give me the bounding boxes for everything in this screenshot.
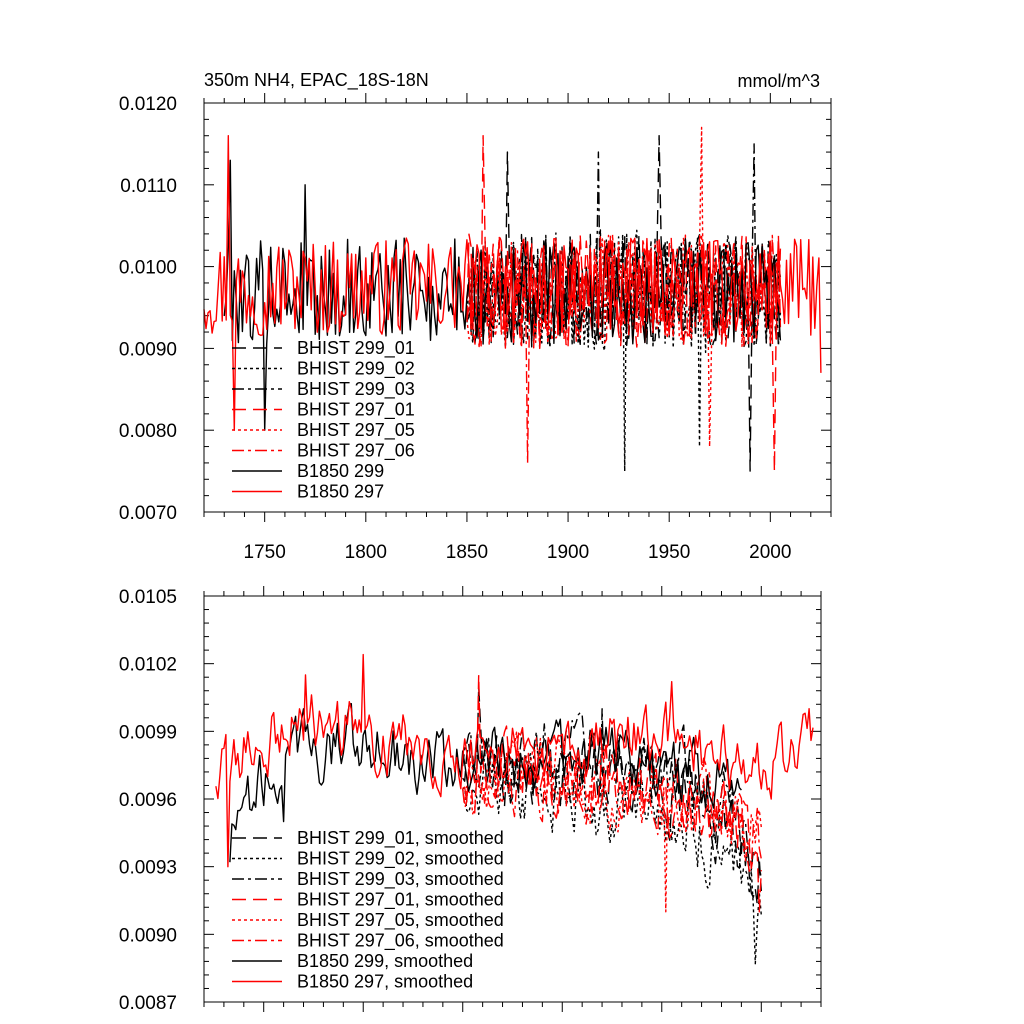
y-tick-label: 0.0070	[119, 503, 177, 524]
top-panel-frame	[203, 102, 832, 513]
y-tick-label: 0.0120	[119, 94, 177, 115]
y-tick-label: 0.0093	[119, 858, 177, 879]
legend-label: BHIST 297_06	[297, 441, 415, 462]
top-panel-series	[203, 126, 822, 472]
bottom-panel-ticks: 0.0087 0.0090 0.0093 0.0096 0.0099 0.0102 0.01…	[119, 586, 822, 1014]
legend-label: BHIST 299_01	[297, 338, 415, 359]
series-line-7	[223, 159, 782, 431]
legend-label: BHIST 297_06, smoothed	[297, 931, 504, 952]
legend-label: B1850 299, smoothed	[297, 951, 473, 971]
legend-label: B1850 297	[297, 482, 384, 502]
y-tick-label: 0.0100	[119, 258, 177, 279]
legend-label: B1850 299	[297, 461, 384, 481]
y-tick-label: 0.0090	[119, 925, 177, 946]
bottom-panel: 0.0087 0.0090 0.0093 0.0096 0.0099 0.0102 0.01…	[119, 586, 822, 1014]
legend-label: BHIST 299_03	[297, 379, 415, 400]
series-line-2	[462, 737, 762, 965]
legend-label: BHIST 299_01, smoothed	[297, 828, 504, 849]
bottom-panel-frame	[203, 595, 822, 1003]
y-tick-label: 0.0099	[119, 722, 177, 743]
series-line-4	[466, 134, 782, 472]
x-tick-label: 2000	[749, 542, 791, 563]
y-tick-label: 0.0105	[119, 587, 177, 608]
legend-label: BHIST 297_01	[297, 400, 415, 421]
x-tick-label: 1950	[648, 542, 690, 563]
series-line-5	[466, 126, 782, 448]
top-panel-title: 350m NH4, EPAC_18S-18N	[204, 70, 429, 91]
top-panel-units: mmol/m^3	[738, 71, 820, 91]
y-tick-label: 0.0096	[119, 790, 177, 811]
x-tick-label: 1750	[244, 542, 286, 563]
y-tick-label: 0.0102	[119, 655, 177, 676]
series-line-5	[462, 731, 762, 913]
legend-label: B1850 297, smoothed	[297, 972, 473, 992]
legend-label: BHIST 297_01, smoothed	[297, 890, 504, 911]
series-line-8	[215, 653, 814, 868]
top-panel-ticks: 0.0070 0.0080 0.0090 0.0100 0.0110 0.0120 1750…	[119, 93, 832, 563]
legend-label: BHIST 297_05	[297, 420, 415, 441]
x-tick-label: 1850	[446, 542, 488, 563]
y-tick-label: 0.0080	[119, 421, 177, 442]
bottom-panel-series	[215, 653, 814, 965]
series-line-8	[203, 134, 822, 431]
y-tick-label: 0.0110	[120, 176, 177, 197]
legend-label: BHIST 299_02	[297, 359, 415, 380]
legend-label: BHIST 299_02, smoothed	[297, 849, 504, 870]
series-line-2	[466, 229, 782, 472]
top-panel: 350m NH4, EPAC_18S-18N mmol/m^3 0.00700.…	[119, 70, 832, 563]
x-tick-label: 1800	[345, 542, 387, 563]
x-tick-label: 1900	[547, 542, 589, 563]
legend-label: BHIST 299_03, smoothed	[297, 869, 504, 890]
y-tick-label: 0.0090	[119, 339, 177, 360]
legend-label: BHIST 297_05, smoothed	[297, 910, 504, 931]
y-tick-label: 0.0087	[119, 993, 177, 1014]
series-line-6	[462, 745, 762, 872]
